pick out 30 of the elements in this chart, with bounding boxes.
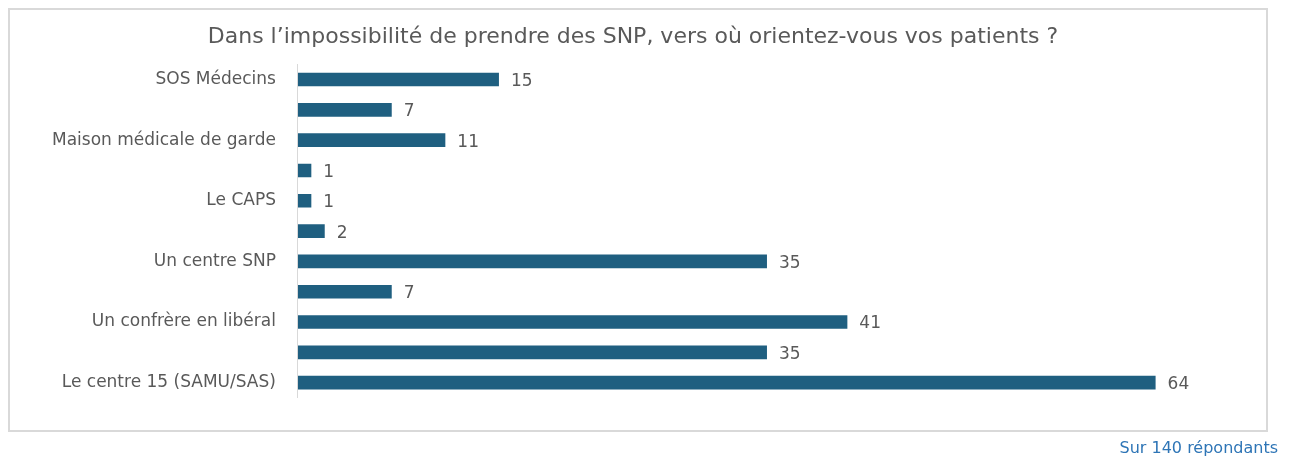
y-tick-label: Un centre SNP bbox=[153, 249, 276, 270]
data-label: 11 bbox=[457, 130, 479, 151]
bar bbox=[297, 163, 312, 178]
bar bbox=[297, 103, 392, 117]
data-label: 41 bbox=[859, 312, 882, 333]
bar bbox=[297, 284, 392, 299]
bar bbox=[297, 315, 848, 329]
bar bbox=[297, 133, 446, 147]
data-label: 35 bbox=[778, 342, 801, 363]
bar bbox=[297, 375, 1156, 390]
data-label: 64 bbox=[1167, 373, 1190, 394]
data-label: 7 bbox=[403, 100, 415, 121]
y-tick-label: Maison médicale de garde bbox=[51, 128, 276, 149]
data-label: 2 bbox=[336, 221, 348, 242]
y-tick-label: Un confrère en libéral bbox=[91, 310, 276, 331]
data-label: 1 bbox=[323, 160, 335, 181]
bar bbox=[297, 72, 499, 87]
chart-title: Dans l’impossibilité de prendre des SNP, vers où orientez-vous vos patients ? bbox=[207, 22, 1059, 48]
text: Sur 140 répondants bbox=[1118, 438, 1278, 457]
data-label: 1 bbox=[323, 191, 335, 212]
data-label: 7 bbox=[403, 282, 415, 303]
data-label: 35 bbox=[778, 251, 801, 272]
bar bbox=[297, 193, 312, 208]
bar bbox=[297, 345, 767, 360]
y-tick-label: SOS Médecins bbox=[155, 67, 277, 88]
bar bbox=[297, 254, 767, 269]
bar bbox=[297, 224, 325, 238]
y-tick-label: Le centre 15 (SAMU/SAS) bbox=[61, 371, 276, 392]
data-label: 15 bbox=[510, 69, 533, 90]
y-tick-label: Le CAPS bbox=[206, 189, 276, 210]
